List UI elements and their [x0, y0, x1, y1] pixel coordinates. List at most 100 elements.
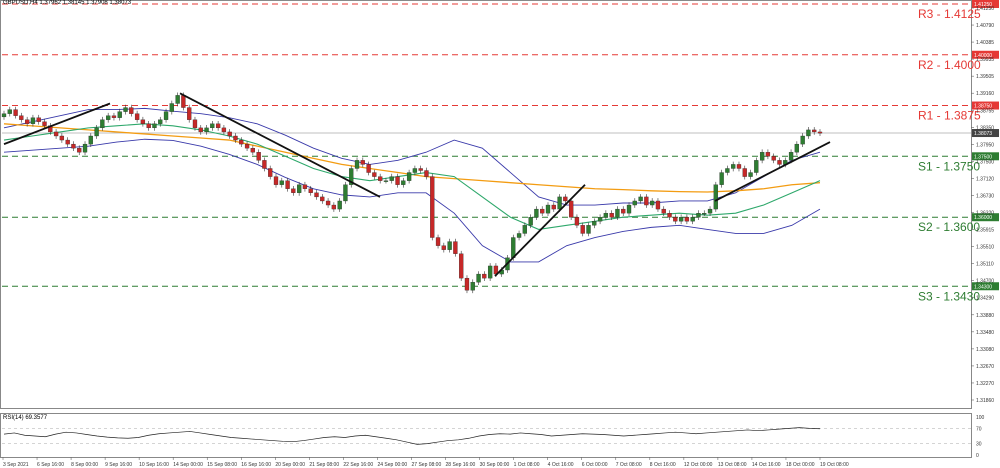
candle-body [719, 172, 724, 185]
candle-body [250, 148, 256, 153]
candle-body [441, 245, 446, 250]
candle-body [597, 217, 603, 222]
candle-body [389, 176, 394, 181]
candle-body [412, 168, 418, 173]
candle-body [134, 113, 140, 120]
rsi-panel: 100 70 30 0 [2, 415, 985, 459]
candle-body [77, 148, 82, 153]
symbol-title: GBPUSD,H4 1.37962 1.38145 1.37908 1.3807… [3, 0, 132, 6]
candle-body [337, 200, 342, 210]
candle-body [325, 200, 331, 206]
candle-body [36, 117, 41, 122]
level-price-tag-text: 1.34300 [974, 284, 992, 290]
candle-body [383, 180, 389, 182]
rsi-label: RSI(14) 69.3577 [3, 415, 48, 421]
trendlines [3, 92, 831, 277]
candle-body [331, 204, 337, 210]
candle-body [754, 160, 759, 173]
y-tick-label: 1.39160 [976, 91, 994, 97]
candle-body [30, 117, 36, 124]
candle-body [239, 139, 244, 145]
rsi-panel-border [0, 413, 972, 458]
candle-body [453, 241, 458, 254]
candle-body [459, 253, 464, 279]
candle-body [71, 143, 76, 149]
y-tick-label: 1.35510 [976, 245, 994, 251]
candle-body [192, 119, 198, 129]
candle-body [435, 237, 441, 246]
candle-body [146, 123, 151, 129]
y-tick-label: 1.32270 [976, 381, 994, 387]
candle-body [181, 95, 186, 108]
level-price-tag [972, 50, 999, 59]
candle-body [256, 152, 261, 161]
y-tick-label: 1.39935 [976, 57, 994, 63]
level-label: R3 - 1.4125 [918, 7, 981, 21]
rsi-level-label: 30 [976, 442, 982, 448]
candle-body [661, 208, 666, 214]
candle-body [163, 111, 169, 120]
candle-body [534, 208, 539, 218]
candle-body [615, 208, 620, 218]
x-tick-label: 24 Sep 00:00 [377, 462, 407, 468]
candle-body [366, 164, 371, 173]
candle-body [117, 111, 122, 118]
x-tick-label: 8 Oct 16:00 [650, 462, 676, 468]
current-price-tag [972, 129, 999, 138]
candle-body [487, 265, 493, 279]
candle-body [302, 184, 308, 189]
x-tick-label: 3 Sep 2021 [3, 462, 29, 468]
x-tick-label: 6 Sep 16:00 [37, 462, 64, 468]
x-tick-label: 8 Sep 00:00 [71, 462, 98, 468]
candle-body [349, 168, 354, 185]
candle-body [765, 152, 771, 157]
candle-body [53, 131, 59, 137]
candle-body [233, 135, 238, 141]
candle-body [94, 127, 99, 137]
y-tick-label: 1.36730 [976, 193, 994, 199]
candle-body [742, 168, 747, 177]
candle-body [736, 164, 742, 169]
candle-body [1, 113, 7, 118]
candle-body [725, 168, 730, 173]
y-tick-label: 1.34700 [976, 279, 994, 285]
trendline [714, 141, 831, 202]
candle-body [378, 176, 383, 181]
level-price-tag [972, 152, 999, 161]
level-price-tag [972, 0, 999, 8]
y-tick-label: 1.32670 [976, 364, 994, 370]
x-tick-label: 28 Sep 16:00 [446, 462, 476, 468]
candle-body [540, 208, 545, 214]
candle-body [794, 143, 800, 153]
candle-body [545, 204, 551, 214]
candle-body [586, 225, 591, 234]
y-tick-label: 1.37500 [976, 159, 994, 165]
y-tick-label: 1.37950 [976, 142, 994, 148]
candle-body [210, 123, 215, 129]
candle-body [678, 217, 684, 222]
candle-body [354, 160, 360, 169]
y-tick-label: 1.33080 [976, 347, 994, 353]
candle-body [106, 115, 111, 120]
candle-body [464, 277, 470, 291]
y-tick-label: 1.35110 [976, 262, 994, 268]
candle-body [667, 213, 672, 218]
y-tick-label: 1.38755 [976, 108, 994, 114]
candle-body [360, 160, 365, 165]
candle-body [395, 176, 400, 185]
candle-body [19, 115, 24, 120]
candle-body [482, 273, 487, 279]
candle-body [244, 143, 250, 149]
ma-green-line [3, 123, 821, 230]
candle-body [638, 196, 643, 202]
x-tick-label: 20 Sep 00:00 [275, 462, 305, 468]
level-price-tag [972, 213, 999, 222]
candle-body [580, 225, 585, 234]
y-tick-label: 1.37120 [976, 176, 994, 182]
y-tick-label: 1.36320 [976, 211, 994, 217]
candle-body [609, 213, 614, 218]
x-tick-label: 27 Sep 08:00 [412, 462, 442, 468]
bollinger-upper-band [3, 107, 821, 206]
candle-body [713, 184, 718, 210]
